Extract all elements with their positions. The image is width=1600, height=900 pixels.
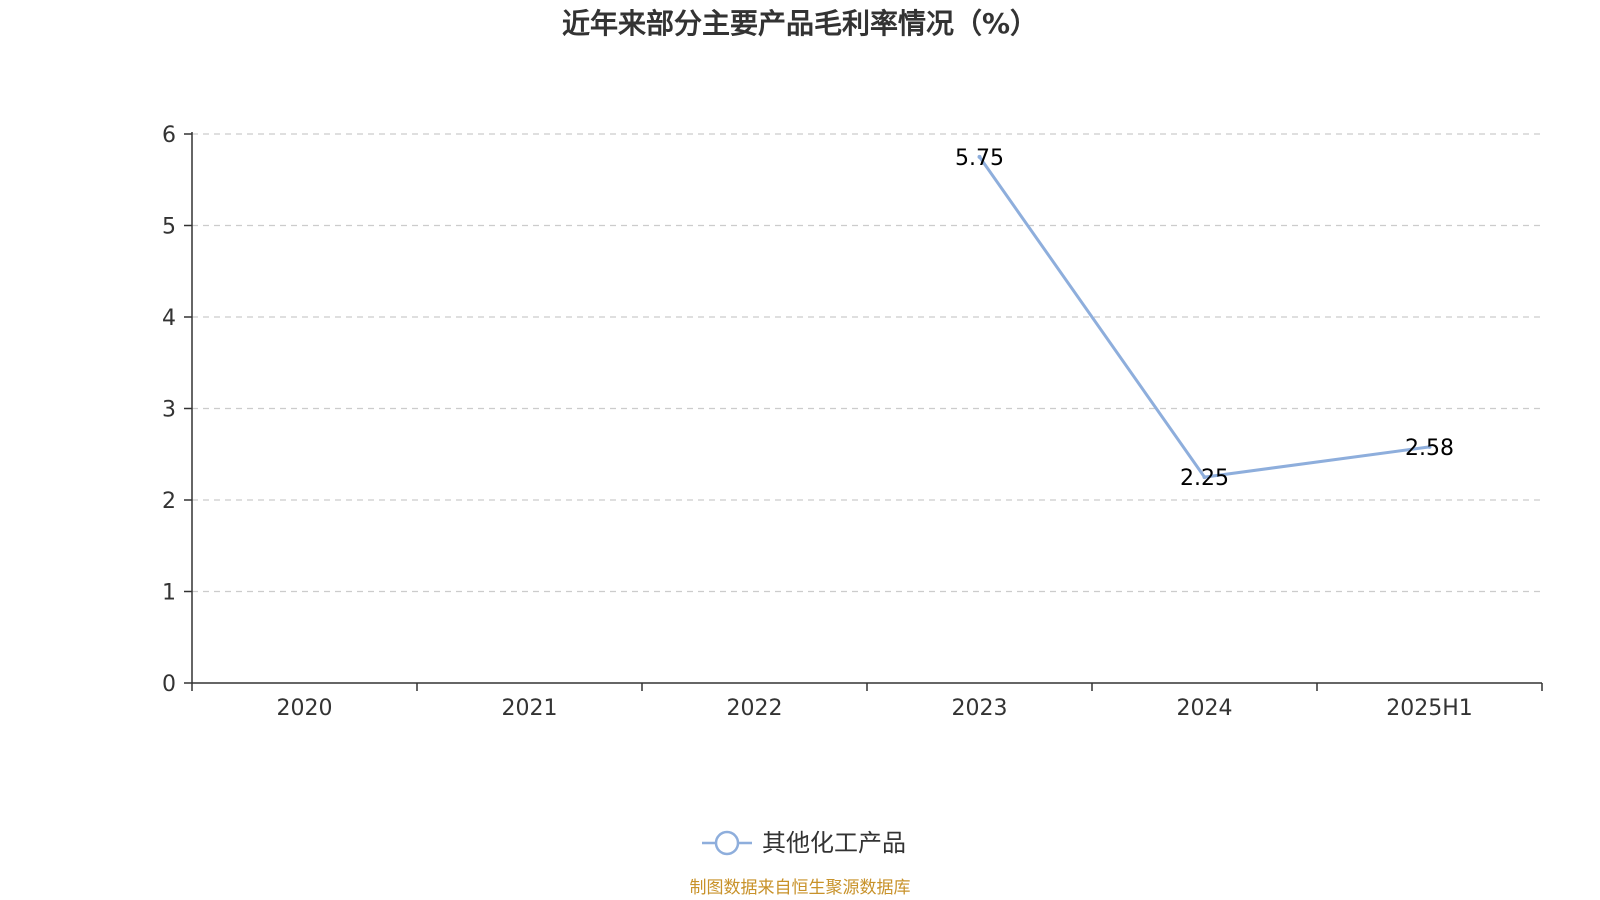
y-tick-label: 3 [162,398,176,423]
y-tick-label: 1 [162,581,176,606]
x-tick-label: 2024 [1177,696,1233,721]
y-tick-label: 0 [162,672,176,697]
y-tick-label: 6 [162,123,176,148]
axes: 0 1 2 3 4 5 6 2020 2021 2022 2023 2024 2025H1 [162,123,1543,721]
x-tick-label: 2022 [727,696,783,721]
legend-label: 其他化工产品 [762,829,906,857]
grid [192,133,1542,593]
plot-area: 5.75 2.25 2.58 [955,146,1454,491]
data-point[interactable] [1202,475,1207,480]
chart-title: 近年来部分主要产品毛利率情况（%） [562,7,1038,40]
source-note: 制图数据来自恒生聚源数据库 [690,878,911,898]
x-tick-label: 2021 [502,696,558,721]
y-tick-label: 5 [162,215,176,240]
data-point[interactable] [1427,444,1432,449]
x-tick-label: 2020 [277,696,333,721]
x-tick-label: 2023 [952,696,1008,721]
data-label: 2.58 [1405,436,1454,461]
y-tick-label: 4 [162,306,176,331]
y-tick-label: 2 [162,489,176,514]
x-tick-label: 2025H1 [1386,696,1473,721]
legend-marker-icon [714,830,740,856]
legend[interactable]: 其他化工产品 [702,829,906,857]
data-point[interactable] [977,154,982,159]
data-label: 2.25 [1180,466,1229,491]
data-label: 5.75 [955,146,1004,171]
